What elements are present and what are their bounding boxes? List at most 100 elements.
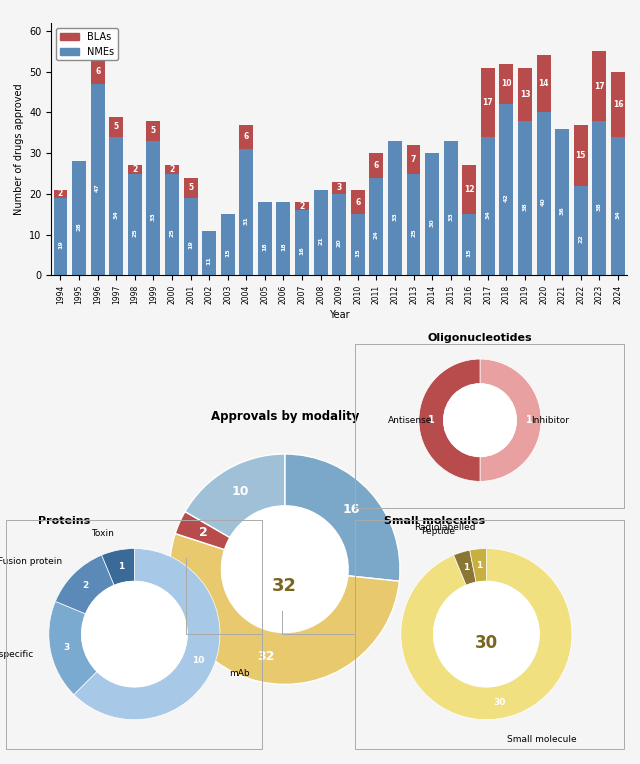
Circle shape xyxy=(444,384,516,457)
Bar xyxy=(369,178,383,275)
Text: 42: 42 xyxy=(504,193,509,202)
Text: 25: 25 xyxy=(170,228,175,237)
Legend: BLAs, NMEs: BLAs, NMEs xyxy=(56,28,118,60)
Bar xyxy=(54,190,67,198)
Text: 22: 22 xyxy=(579,235,583,243)
Title: Oligonucleotides: Oligonucleotides xyxy=(428,333,532,343)
Text: 1: 1 xyxy=(118,562,124,571)
Text: Bispecific: Bispecific xyxy=(0,649,34,659)
Text: 17: 17 xyxy=(483,98,493,107)
Bar xyxy=(165,173,179,275)
Circle shape xyxy=(433,581,540,687)
Bar xyxy=(109,117,123,137)
Text: 1: 1 xyxy=(477,561,483,570)
Text: 10: 10 xyxy=(232,485,249,498)
Wedge shape xyxy=(419,359,480,481)
Bar xyxy=(128,166,142,173)
Circle shape xyxy=(81,581,188,687)
Text: 2: 2 xyxy=(58,189,63,199)
Text: Small molecule: Small molecule xyxy=(508,734,577,743)
Text: 15: 15 xyxy=(355,248,360,257)
Wedge shape xyxy=(454,550,476,585)
Bar xyxy=(518,121,532,275)
Bar xyxy=(593,51,606,121)
Text: 32: 32 xyxy=(272,578,298,595)
Text: Toxin: Toxin xyxy=(92,529,115,538)
Bar xyxy=(184,198,198,275)
Wedge shape xyxy=(185,454,285,538)
Wedge shape xyxy=(285,454,400,581)
Bar xyxy=(147,121,161,141)
Text: Radiolabelled: Radiolabelled xyxy=(415,523,476,533)
Bar xyxy=(481,68,495,137)
Wedge shape xyxy=(170,533,399,685)
Text: 32: 32 xyxy=(257,650,275,663)
Text: 33: 33 xyxy=(151,212,156,221)
Text: 14: 14 xyxy=(538,79,549,89)
Bar xyxy=(444,141,458,275)
Bar xyxy=(518,68,532,121)
Text: 2: 2 xyxy=(83,581,88,590)
Bar xyxy=(499,63,513,105)
Text: 47: 47 xyxy=(95,183,100,193)
Text: 38: 38 xyxy=(522,202,527,211)
Y-axis label: Number of drugs approved: Number of drugs approved xyxy=(13,83,24,215)
Text: 10: 10 xyxy=(501,79,511,89)
Text: Antisense: Antisense xyxy=(388,416,432,425)
Wedge shape xyxy=(175,512,230,549)
Text: 18: 18 xyxy=(281,242,286,251)
Bar xyxy=(54,198,67,275)
Text: 34: 34 xyxy=(114,210,119,219)
Text: 30: 30 xyxy=(429,219,435,227)
Bar xyxy=(72,161,86,275)
Bar xyxy=(314,190,328,275)
Text: 6: 6 xyxy=(355,198,360,206)
Bar xyxy=(369,154,383,178)
Bar xyxy=(351,214,365,275)
Text: 6: 6 xyxy=(374,161,379,170)
Text: 28: 28 xyxy=(77,222,81,231)
Bar xyxy=(499,105,513,275)
Bar xyxy=(239,149,253,275)
Bar xyxy=(555,129,569,275)
Bar xyxy=(128,173,142,275)
Wedge shape xyxy=(470,549,486,582)
Bar xyxy=(147,141,161,275)
Text: 38: 38 xyxy=(597,202,602,211)
Text: 25: 25 xyxy=(411,228,416,237)
Bar xyxy=(184,178,198,198)
Text: 21: 21 xyxy=(318,236,323,245)
Text: 31: 31 xyxy=(244,216,249,225)
Text: 17: 17 xyxy=(594,82,605,90)
Text: 1: 1 xyxy=(463,563,469,572)
Text: 30: 30 xyxy=(475,633,498,652)
Text: Proteins: Proteins xyxy=(38,516,90,526)
Text: 2: 2 xyxy=(170,165,175,174)
Text: Fusion protein: Fusion protein xyxy=(0,557,62,566)
Text: 18: 18 xyxy=(262,242,268,251)
Text: 5: 5 xyxy=(114,122,119,131)
Bar xyxy=(258,202,272,275)
Text: 5: 5 xyxy=(151,126,156,135)
Bar xyxy=(388,141,402,275)
Wedge shape xyxy=(480,359,541,481)
Bar xyxy=(91,84,104,275)
Bar xyxy=(165,166,179,173)
Text: 19: 19 xyxy=(58,241,63,249)
Text: Inhibitor: Inhibitor xyxy=(531,416,570,425)
Text: 13: 13 xyxy=(520,89,531,99)
Text: 16: 16 xyxy=(342,503,360,516)
X-axis label: Year: Year xyxy=(329,310,349,320)
Title: Approvals by modality: Approvals by modality xyxy=(211,410,359,422)
Wedge shape xyxy=(401,549,572,720)
Text: 36: 36 xyxy=(559,206,564,215)
Text: 34: 34 xyxy=(616,210,620,219)
Bar xyxy=(332,194,346,275)
Bar xyxy=(425,154,439,275)
Text: 24: 24 xyxy=(374,230,379,239)
Text: 6: 6 xyxy=(95,67,100,76)
Text: 1: 1 xyxy=(428,415,435,426)
Text: 11: 11 xyxy=(207,257,212,266)
Text: 30: 30 xyxy=(493,698,506,707)
Text: 34: 34 xyxy=(485,210,490,219)
